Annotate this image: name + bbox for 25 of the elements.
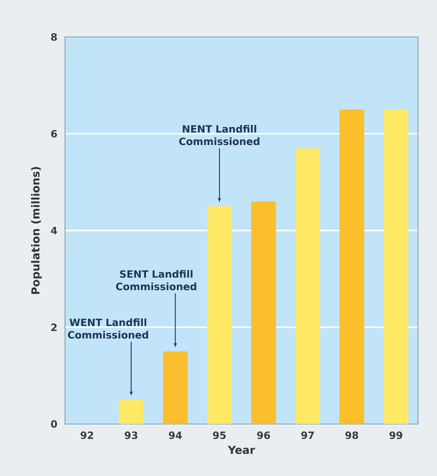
y-tick-label: 6 [51, 130, 57, 138]
annotation: WENT Landfill Commissioned [68, 318, 148, 339]
y-tick-label: 4 [51, 226, 58, 234]
y-tick-label: 0 [51, 420, 57, 428]
x-tick-label: 97 [301, 432, 314, 440]
annotation: SENT Landfill Commissioned [116, 270, 196, 290]
x-tick-label: 95 [213, 432, 226, 440]
bar [295, 148, 320, 424]
x-tick-label: 92 [80, 432, 94, 440]
x-tick-label: 96 [257, 432, 270, 440]
x-tick-label: 98 [345, 432, 358, 440]
bar [384, 110, 408, 424]
bar [162, 351, 188, 424]
bar [251, 201, 276, 424]
x-tick-label: 99 [390, 432, 402, 440]
bar [207, 206, 232, 424]
bar [118, 400, 144, 424]
x-tick-label: 93 [124, 432, 138, 440]
bar [339, 110, 364, 424]
x-axis-title: Year [228, 446, 256, 454]
y-tick-label: 2 [51, 324, 57, 331]
y-tick-label: 8 [51, 33, 57, 41]
x-tick-label: 94 [168, 432, 182, 440]
y-axis-title: Population (millions) [31, 167, 42, 294]
annotation: NENT Landfill Commissioned [179, 124, 260, 146]
